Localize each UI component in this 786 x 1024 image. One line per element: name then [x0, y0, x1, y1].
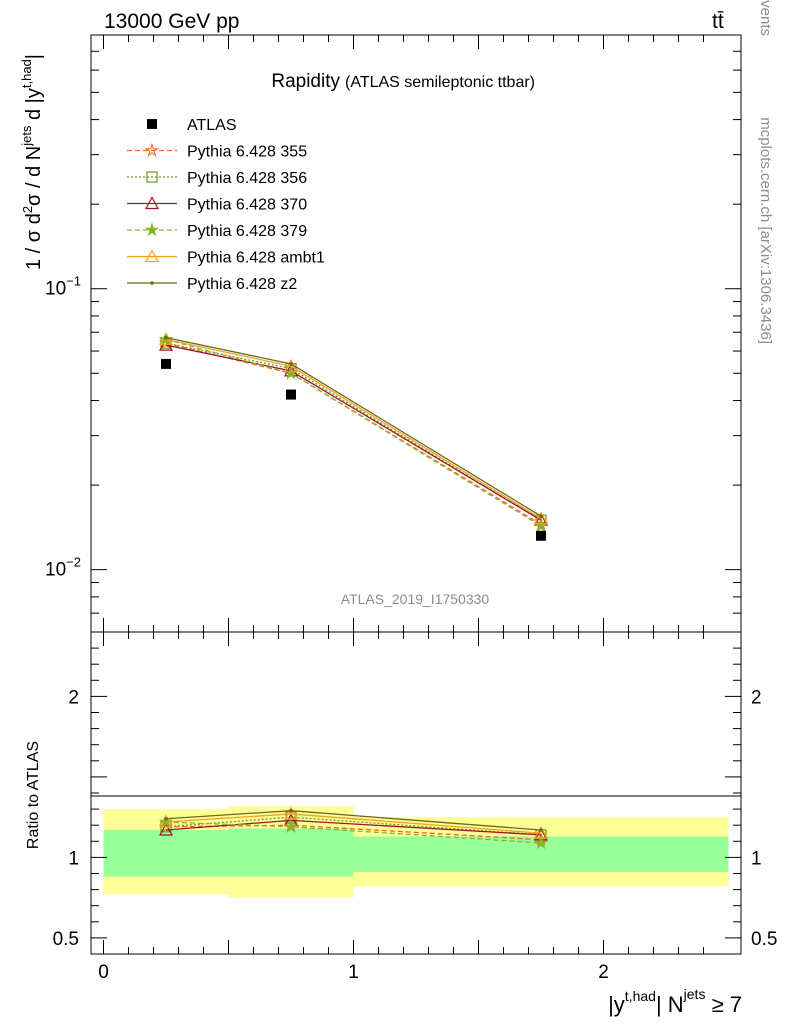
chart-title: Rapidity [271, 71, 340, 92]
triangle-marker [158, 814, 174, 828]
ratio-ylabel: Ratio to ATLAS [25, 741, 42, 849]
series-line [165, 336, 542, 517]
main-ylabel: 1 / σ d2σ / d Njets d |yt,had| [19, 54, 45, 270]
ratio-y-tick-label: 2 [68, 687, 79, 708]
star-marker [144, 142, 160, 157]
main-data [158, 331, 549, 541]
series-line [165, 342, 542, 521]
ratio-y-tick-label-right: 1 [751, 848, 762, 869]
legend-label: Pythia 6.428 z2 [187, 276, 297, 293]
main-axes: 10−2 10−1 [45, 34, 741, 633]
triangle-marker [283, 806, 299, 820]
y-tick-label: 10−2 [45, 555, 81, 581]
star-marker [283, 819, 299, 834]
triangle-marker [533, 825, 549, 839]
series-line [165, 342, 542, 525]
ratio-y-tick-label-right: 0.5 [751, 929, 777, 950]
series-line [165, 338, 542, 527]
ratio-frame [90, 631, 742, 955]
legend-label: Pythia 6.428 370 [187, 197, 307, 214]
ratio-series-line [165, 821, 542, 844]
atlas-marker [161, 358, 171, 369]
y-tick-label: 10−1 [45, 274, 81, 300]
main-panel: 10−2 10−1 Rapidity (ATLAS semileptonic tt… [45, 34, 742, 633]
triangle-marker [144, 249, 160, 263]
legend-label: Pythia 6.428 355 [187, 144, 307, 161]
analysis-watermark: ATLAS_2019_I1750330 [341, 591, 490, 607]
triangle-marker [533, 511, 549, 525]
star-marker [158, 819, 174, 834]
ratio-data [158, 806, 549, 850]
mcplots-label: mcplots.cern.ch [arXiv:1306.3436] [757, 117, 774, 344]
inner-band [103, 830, 229, 877]
legend-label: Pythia 6.428 356 [187, 170, 307, 187]
legend-label: ATLAS [187, 117, 237, 134]
uncertainty-bands [103, 805, 729, 898]
x-tick-label: 0 [98, 962, 109, 983]
ratio-y-tick-label: 0.5 [53, 929, 79, 950]
dot-marker [150, 281, 154, 285]
dot-marker [164, 335, 168, 340]
rivet-label: Rivet 3.1.10, ≥ 1.4M events [757, 0, 774, 36]
dot-marker [289, 362, 293, 366]
atlas-marker [536, 530, 546, 541]
dot-marker [539, 514, 543, 518]
legend-label: Pythia 6.428 379 [187, 223, 307, 240]
triangle-marker [158, 332, 174, 346]
x-tick-label: 2 [598, 962, 609, 983]
energy-label: 13000 GeV pp [104, 10, 239, 33]
atlas-marker [286, 389, 296, 400]
star-marker [144, 222, 160, 237]
star-marker [533, 518, 549, 533]
triangle-marker [158, 822, 174, 836]
ratio-y-tick-label: 1 [68, 848, 79, 869]
legend-label: Pythia 6.428 ambt1 [187, 250, 325, 267]
x-tick-label: 1 [348, 962, 359, 983]
ratio-y-tick-label-right: 2 [751, 687, 762, 708]
chart-subtitle: (ATLAS semileptonic ttbar) [345, 74, 535, 91]
dot-marker [289, 808, 293, 813]
x-axis-label: |yt,had| Njets ≥ 7 [608, 986, 742, 1017]
process-label: tt̄ [712, 10, 724, 33]
triangle-marker [144, 196, 160, 210]
ratio-series-line [165, 813, 542, 834]
square-marker [146, 171, 158, 183]
legend: ATLAS Pythia 6.428 355 Pythia 6.428 356 Pyt… [127, 117, 325, 293]
ratio-panel: 0.5 0.5 1 1 2 2 0 1 2 [53, 631, 777, 983]
series-line [165, 338, 542, 520]
dot-marker [164, 816, 168, 821]
series-line [165, 344, 542, 521]
dot-marker [539, 828, 543, 832]
atlas-marker [147, 119, 157, 129]
ratio-axes: 0.5 0.5 1 1 2 2 0 1 2 [53, 632, 777, 983]
star-marker [533, 835, 549, 850]
inner-band [228, 828, 354, 877]
